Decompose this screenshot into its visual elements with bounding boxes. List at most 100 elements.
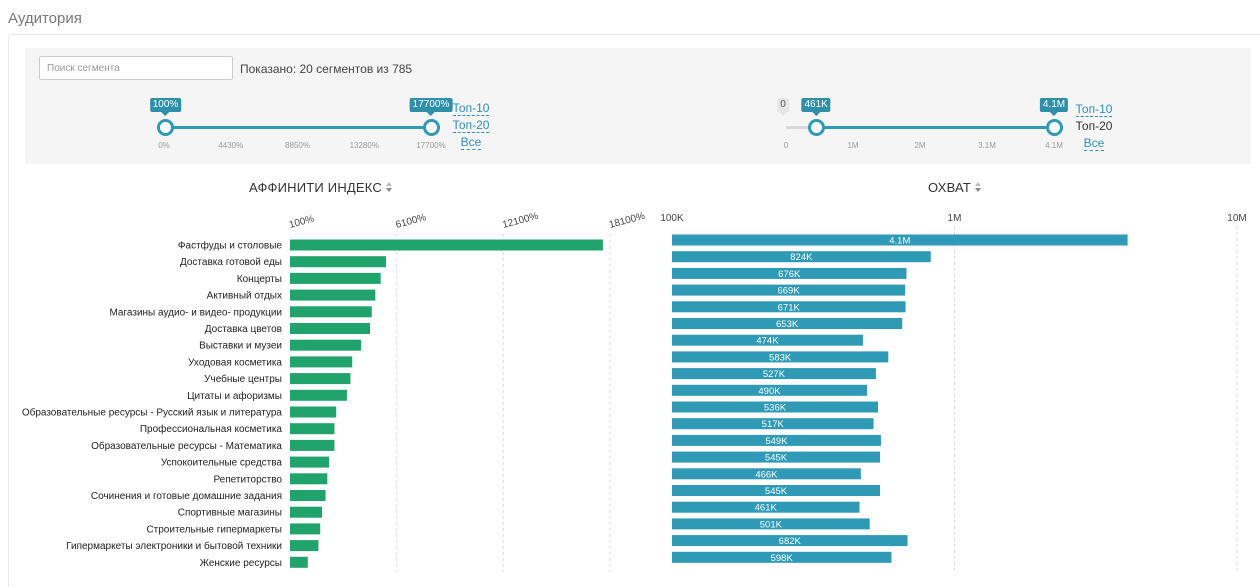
affinity-bar [290, 473, 328, 485]
affinity-axis-tick-label: 12100% [501, 211, 539, 231]
affinity-bar [290, 556, 308, 568]
affinity-bar [290, 256, 386, 268]
affinity-range-slider[interactable]: 100% 17700% 0% 4430% 8850% 13280% 17700% [149, 98, 453, 150]
reach-slider-tick: 3.1M [978, 141, 996, 150]
segment-label: Спортивные магазины [178, 508, 282, 519]
reach-bar-value-label: 676K [778, 269, 801, 280]
sort-icon[interactable] [975, 182, 982, 193]
reach-bar-value-label: 474K [756, 336, 779, 347]
reach-bar-value-label: 490K [758, 386, 781, 397]
page-title: Аудитория [8, 10, 82, 27]
reach-bar [672, 384, 867, 396]
affinity-top10-link[interactable]: Топ-10 [452, 101, 490, 116]
reach-bar-value-label: 583K [769, 352, 792, 363]
affinity-header-label: АФФИНИТИ ИНДЕКС [249, 180, 382, 195]
segment-label: Выставки и музеи [199, 341, 282, 352]
reach-bar-value-label: 549K [765, 436, 788, 447]
affinity-max-handle[interactable] [422, 119, 440, 136]
reach-bar [672, 318, 903, 329]
affinity-all-link[interactable]: Все [460, 135, 482, 150]
reach-bar-value-label: 536K [764, 403, 787, 414]
reach-bar [672, 451, 881, 463]
reach-bar [672, 418, 874, 430]
affinity-max-bubble: 17700% [409, 98, 453, 116]
reach-slider-fill [816, 126, 1054, 129]
reach-bar-value-label: 461K [755, 503, 778, 514]
segment-label: Фастфуды и столовые [178, 240, 283, 252]
affinity-column-header[interactable]: АФФИНИТИ ИНДЕКС [249, 180, 393, 195]
reach-bar [672, 535, 908, 547]
affinity-bar [290, 373, 351, 385]
reach-min-bubble: 461K [801, 98, 831, 116]
affinity-bar [290, 506, 322, 518]
affinity-bar [290, 439, 335, 451]
reach-bar-value-label: 545K [765, 486, 788, 497]
segment-label: Сочинения и готовые домашние задания [91, 491, 282, 502]
shown-count-text: Показано: 20 сегментов из 785 [240, 62, 413, 76]
reach-bar [672, 401, 878, 413]
affinity-bar [290, 406, 337, 418]
reach-bar [672, 501, 860, 513]
reach-bar [672, 301, 906, 313]
reach-range-slider[interactable]: 0 461K 4.1M 0 1M 2M 3.1M 4.1M [777, 98, 1069, 150]
reach-bar [672, 351, 889, 363]
reach-min-handle[interactable] [807, 119, 825, 136]
segment-label: Концерты [237, 274, 282, 285]
affinity-slider-tick: 13280% [349, 141, 379, 150]
reach-axis-tick-label: 1M [948, 213, 962, 224]
reach-bar-value-label: 527K [763, 369, 786, 380]
reach-top20-link[interactable]: Топ-20 [1075, 119, 1113, 133]
reach-top-links: Топ-10 Топ-20 Все [1073, 101, 1115, 152]
reach-bar [672, 468, 861, 480]
segment-label: Доставка цветов [205, 324, 282, 335]
reach-bar [672, 551, 892, 563]
reach-bar-value-label: 669K [777, 286, 800, 297]
segment-label: Репетиторство [213, 474, 282, 485]
reach-bar-value-label: 653K [776, 319, 799, 330]
reach-column-header[interactable]: ОХВАТ [928, 180, 982, 195]
affinity-min-bubble: 100% [149, 98, 182, 116]
reach-bar [672, 267, 907, 279]
segment-label: Активный отдых [207, 291, 282, 302]
reach-all-link[interactable]: Все [1083, 136, 1105, 151]
segment-label: Женские ресурсы [200, 558, 282, 569]
affinity-top20-link[interactable]: Топ-20 [452, 118, 490, 133]
segment-label: Магазины аудио- и видео- продукции [109, 307, 282, 318]
reach-slider-tick: 2M [914, 141, 926, 150]
affinity-bar [290, 239, 603, 251]
affinity-axis-tick-label: 18100% [608, 211, 646, 231]
affinity-top-links: Топ-10 Топ-20 Все [450, 100, 492, 151]
reach-zero-bubble: 0 [777, 98, 789, 116]
reach-bar [672, 234, 1128, 246]
reach-slider-tick: 4.1M [1045, 141, 1063, 150]
segment-label: Уходовая косметика [188, 357, 282, 368]
reach-bar [672, 284, 906, 296]
affinity-bar [290, 456, 330, 468]
reach-bar [672, 368, 876, 380]
reach-max-bubble: 4.1M [1039, 98, 1069, 116]
reach-axis-tick-label: 10M [1227, 213, 1246, 224]
affinity-min-handle[interactable] [157, 119, 174, 136]
affinity-bar [290, 323, 370, 334]
segment-search-input[interactable] [39, 56, 233, 80]
reach-bar [672, 334, 863, 346]
reach-bar-value-label: 598K [771, 553, 794, 564]
affinity-axis-tick-label: 100% [288, 214, 316, 231]
reach-top10-link[interactable]: Топ-10 [1075, 102, 1113, 117]
affinity-slider-fill [165, 126, 431, 129]
affinity-bar [290, 289, 376, 301]
reach-max-handle[interactable] [1045, 119, 1063, 136]
sort-icon[interactable] [386, 182, 393, 193]
segment-label: Учебные центры [204, 373, 282, 385]
affinity-slider-tick: 17700% [416, 141, 446, 150]
affinity-bar [290, 490, 326, 501]
reach-bar-value-label: 682K [779, 536, 802, 547]
affinity-bar [290, 272, 381, 284]
reach-bar [672, 251, 931, 263]
reach-bar-value-label: 501K [760, 519, 783, 530]
affinity-slider-tick: 8850% [285, 141, 310, 150]
segment-label: Профессиональная косметика [140, 423, 283, 435]
reach-axis-tick-label: 100K [660, 213, 684, 224]
reach-bar [672, 434, 881, 446]
